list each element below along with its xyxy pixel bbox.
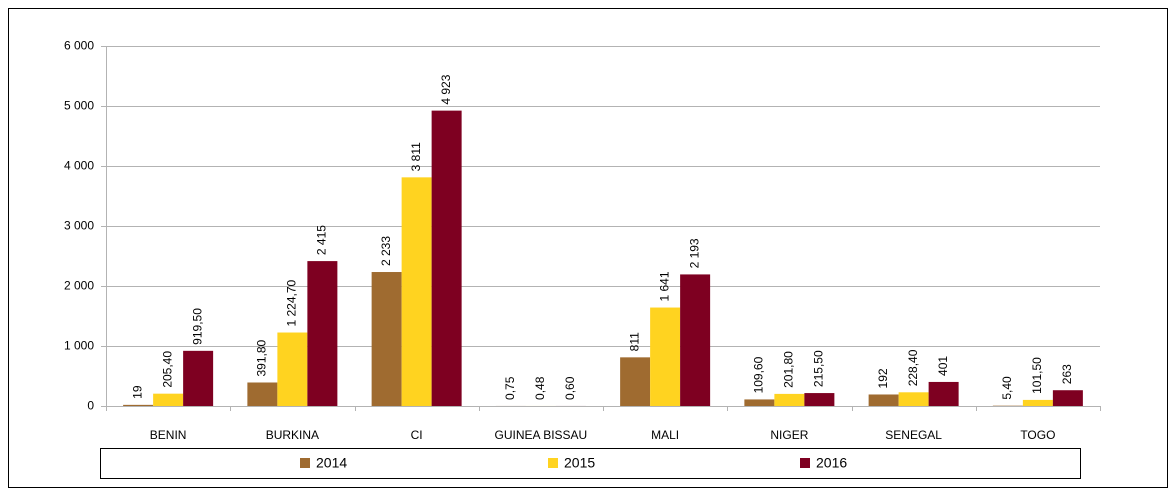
x-tick-label: BURKINA: [266, 428, 319, 442]
bar: [371, 272, 402, 406]
data-label: 2 193: [687, 238, 701, 268]
bar: [804, 393, 835, 406]
data-label: 5,40: [1000, 376, 1014, 400]
data-label: 101,50: [1030, 357, 1044, 394]
bar: [277, 332, 308, 406]
data-label: 391,80: [255, 339, 269, 376]
bar: [183, 350, 214, 406]
data-label: 2 415: [315, 225, 329, 255]
data-label: 919,50: [190, 308, 204, 345]
bar: [650, 307, 681, 406]
data-label: 811: [627, 332, 641, 351]
legend-label: 2014: [316, 455, 347, 471]
bar: [153, 393, 184, 406]
x-tick-label: CI: [411, 428, 423, 442]
bar: [431, 110, 462, 407]
data-label: 0,75: [503, 376, 517, 400]
legend-frame: [100, 448, 1081, 479]
data-label: 228,40: [906, 349, 920, 386]
legend-label: 2016: [816, 455, 847, 471]
data-label: 1 641: [657, 271, 671, 301]
bar: [928, 381, 959, 406]
data-label: 205,40: [160, 351, 174, 388]
bar: [1022, 399, 1053, 406]
data-label: 215,50: [812, 350, 826, 387]
y-tick-label: 5 000: [64, 99, 94, 113]
x-tick-label: MALI: [651, 428, 679, 442]
data-label: 3 811: [409, 142, 423, 171]
y-tick-label: 2 000: [64, 279, 94, 293]
data-label: 0,48: [533, 376, 547, 400]
bar: [898, 392, 929, 406]
chart-frame: [8, 8, 1168, 488]
bar: [307, 261, 338, 406]
bar: [680, 274, 711, 406]
legend-swatch: [800, 458, 810, 468]
y-tick-label: 4 000: [64, 159, 94, 173]
data-label: 109,60: [752, 356, 766, 393]
bar: [620, 357, 651, 406]
y-tick-label: 0: [87, 399, 94, 413]
bar: [401, 177, 432, 406]
legend-swatch: [548, 458, 558, 468]
bar: [774, 393, 805, 406]
data-label: 401: [936, 356, 950, 376]
legend-swatch: [300, 458, 310, 468]
data-label: 192: [876, 368, 890, 388]
x-tick-label: BENIN: [150, 428, 187, 442]
legend-label: 2015: [564, 455, 595, 471]
bar: [1052, 390, 1083, 406]
y-tick-label: 6 000: [64, 39, 94, 53]
bar: [247, 382, 278, 406]
data-label: 1 224,70: [285, 279, 299, 326]
bar: [744, 399, 775, 406]
data-label: 201,80: [782, 351, 796, 388]
x-tick-label: GUINEA BISSAU: [495, 428, 588, 442]
data-label: 2 233: [379, 236, 393, 266]
y-tick-label: 3 000: [64, 219, 94, 233]
data-label: 4 923: [439, 74, 453, 104]
data-label: 0,60: [563, 376, 577, 400]
data-label: 263: [1060, 364, 1074, 384]
bar: [868, 394, 899, 406]
x-tick-label: TOGO: [1020, 428, 1055, 442]
x-tick-label: SENEGAL: [885, 428, 942, 442]
x-tick-label: NIGER: [770, 428, 808, 442]
bar: [123, 404, 154, 406]
y-tick-label: 1 000: [64, 339, 94, 353]
data-label: 19: [130, 385, 144, 399]
